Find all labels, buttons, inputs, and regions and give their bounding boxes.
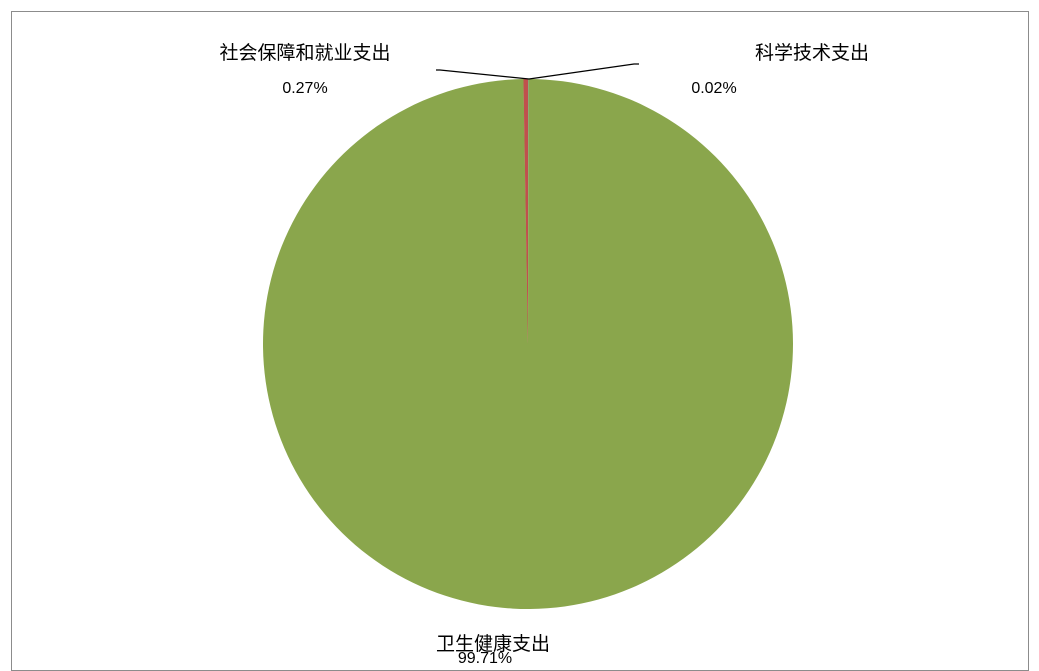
slice-value-health: 99.71%: [458, 650, 512, 667]
leader-line-social-security: [436, 70, 529, 79]
slice-value-science: 0.02%: [691, 80, 736, 97]
slice-label-science: 科学技术支出: [755, 42, 869, 64]
slice-label-social-security: 社会保障和就业支出: [219, 42, 390, 64]
slice-value-social-security: 0.27%: [282, 80, 327, 97]
leader-line-science: [529, 64, 639, 79]
pie-slices: [263, 79, 793, 609]
leader-lines: [436, 64, 639, 79]
